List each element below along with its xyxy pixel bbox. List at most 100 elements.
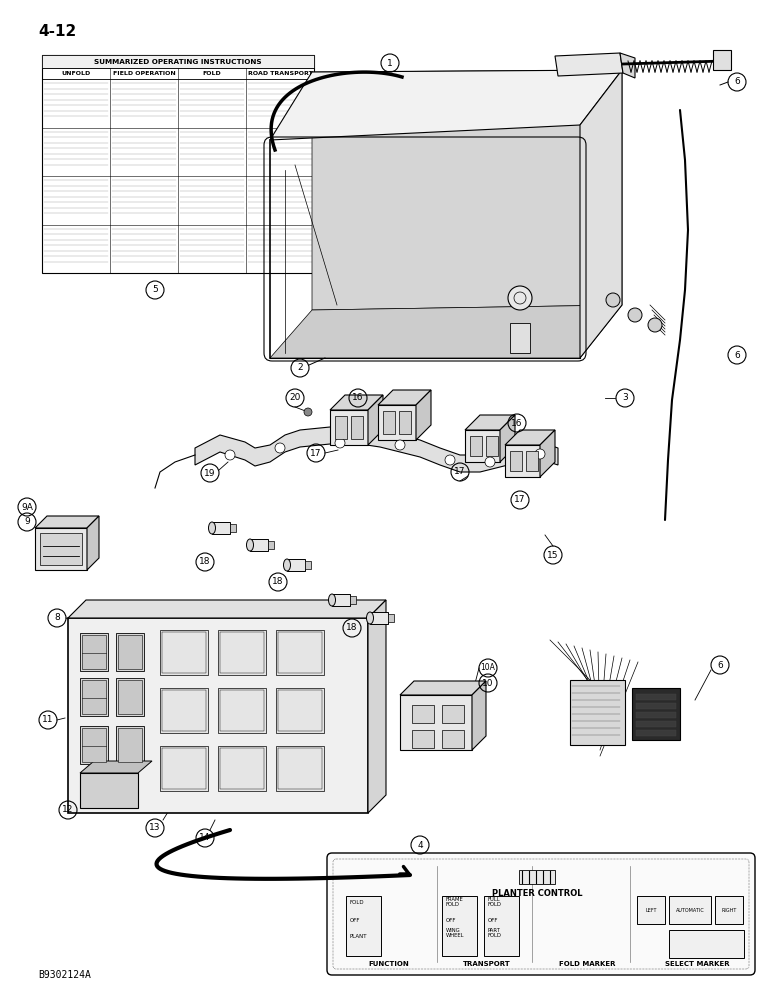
Bar: [632, 688, 680, 740]
Polygon shape: [416, 390, 431, 440]
Polygon shape: [195, 426, 558, 472]
Bar: [287, 559, 305, 571]
Bar: [212, 522, 230, 534]
Ellipse shape: [283, 559, 290, 571]
Circle shape: [535, 449, 545, 459]
Circle shape: [445, 455, 455, 465]
Bar: [118, 635, 142, 669]
Bar: [278, 748, 322, 789]
Bar: [442, 730, 464, 748]
Text: 16: 16: [511, 418, 523, 428]
Text: UNFOLD: UNFOLD: [62, 71, 90, 76]
Bar: [118, 728, 142, 762]
Text: FOLD: FOLD: [202, 71, 222, 76]
Bar: [276, 746, 324, 791]
Polygon shape: [400, 681, 486, 695]
Text: 19: 19: [205, 468, 215, 478]
Bar: [510, 323, 530, 353]
Bar: [378, 405, 416, 440]
Circle shape: [225, 450, 235, 460]
Bar: [250, 539, 268, 551]
Ellipse shape: [208, 522, 215, 534]
Polygon shape: [465, 415, 515, 430]
Circle shape: [275, 443, 285, 453]
Bar: [116, 678, 144, 716]
Bar: [35, 528, 87, 570]
Bar: [465, 430, 500, 462]
Bar: [636, 721, 676, 727]
Text: 17: 17: [514, 495, 526, 504]
Bar: [82, 680, 106, 714]
Polygon shape: [580, 70, 622, 358]
Bar: [346, 896, 381, 956]
Text: 6: 6: [717, 660, 723, 670]
Polygon shape: [500, 415, 515, 462]
Text: 4-12: 4-12: [38, 24, 76, 39]
Bar: [160, 688, 208, 733]
Bar: [80, 726, 108, 764]
Bar: [118, 680, 142, 714]
Bar: [715, 896, 743, 924]
Text: FIELD OPERATION: FIELD OPERATION: [113, 71, 175, 76]
Polygon shape: [540, 430, 555, 477]
Bar: [484, 896, 519, 956]
Text: 17: 17: [454, 468, 466, 477]
Bar: [160, 746, 208, 791]
Text: 6: 6: [734, 351, 740, 360]
Bar: [268, 541, 274, 549]
Text: 1: 1: [387, 58, 393, 68]
Polygon shape: [368, 395, 383, 445]
Text: PART
FOLD: PART FOLD: [488, 928, 502, 938]
Polygon shape: [87, 516, 99, 570]
Bar: [220, 632, 264, 673]
Text: OFF: OFF: [446, 918, 456, 922]
Text: FULL
FOLD: FULL FOLD: [488, 897, 502, 907]
Bar: [669, 896, 711, 924]
Bar: [570, 680, 625, 745]
Text: 16: 16: [352, 393, 364, 402]
Text: 13: 13: [149, 824, 161, 832]
Bar: [220, 690, 264, 731]
Bar: [637, 896, 665, 924]
Ellipse shape: [329, 594, 336, 606]
FancyBboxPatch shape: [327, 853, 755, 975]
Bar: [80, 633, 108, 671]
Bar: [370, 612, 388, 624]
Bar: [82, 728, 106, 762]
Bar: [332, 594, 350, 606]
Text: RIGHT: RIGHT: [721, 908, 736, 912]
Text: 4: 4: [417, 840, 423, 850]
Bar: [218, 630, 266, 675]
Bar: [162, 748, 206, 789]
Text: 14: 14: [199, 834, 211, 842]
Text: 18: 18: [199, 558, 211, 566]
Text: 11: 11: [42, 716, 54, 724]
Bar: [330, 410, 368, 445]
Polygon shape: [270, 70, 622, 140]
Bar: [399, 411, 411, 434]
Text: 10: 10: [482, 678, 494, 688]
Polygon shape: [35, 516, 99, 528]
Text: FOLD MARKER: FOLD MARKER: [559, 961, 615, 967]
Bar: [442, 705, 464, 723]
Bar: [218, 688, 266, 733]
Text: 2: 2: [297, 363, 303, 372]
Bar: [636, 703, 676, 709]
Circle shape: [304, 408, 312, 416]
Bar: [230, 524, 236, 532]
Bar: [40, 533, 82, 565]
Bar: [160, 630, 208, 675]
Text: PLANT: PLANT: [350, 934, 367, 940]
Text: LEFT: LEFT: [645, 908, 657, 912]
Circle shape: [508, 286, 532, 310]
Bar: [218, 746, 266, 791]
Polygon shape: [312, 70, 622, 310]
Bar: [713, 50, 731, 70]
Bar: [669, 930, 744, 958]
Bar: [526, 451, 538, 471]
Ellipse shape: [246, 539, 253, 551]
Circle shape: [395, 440, 405, 450]
Bar: [412, 705, 434, 723]
Polygon shape: [472, 681, 486, 750]
Text: SELECT MARKER: SELECT MARKER: [665, 961, 730, 967]
